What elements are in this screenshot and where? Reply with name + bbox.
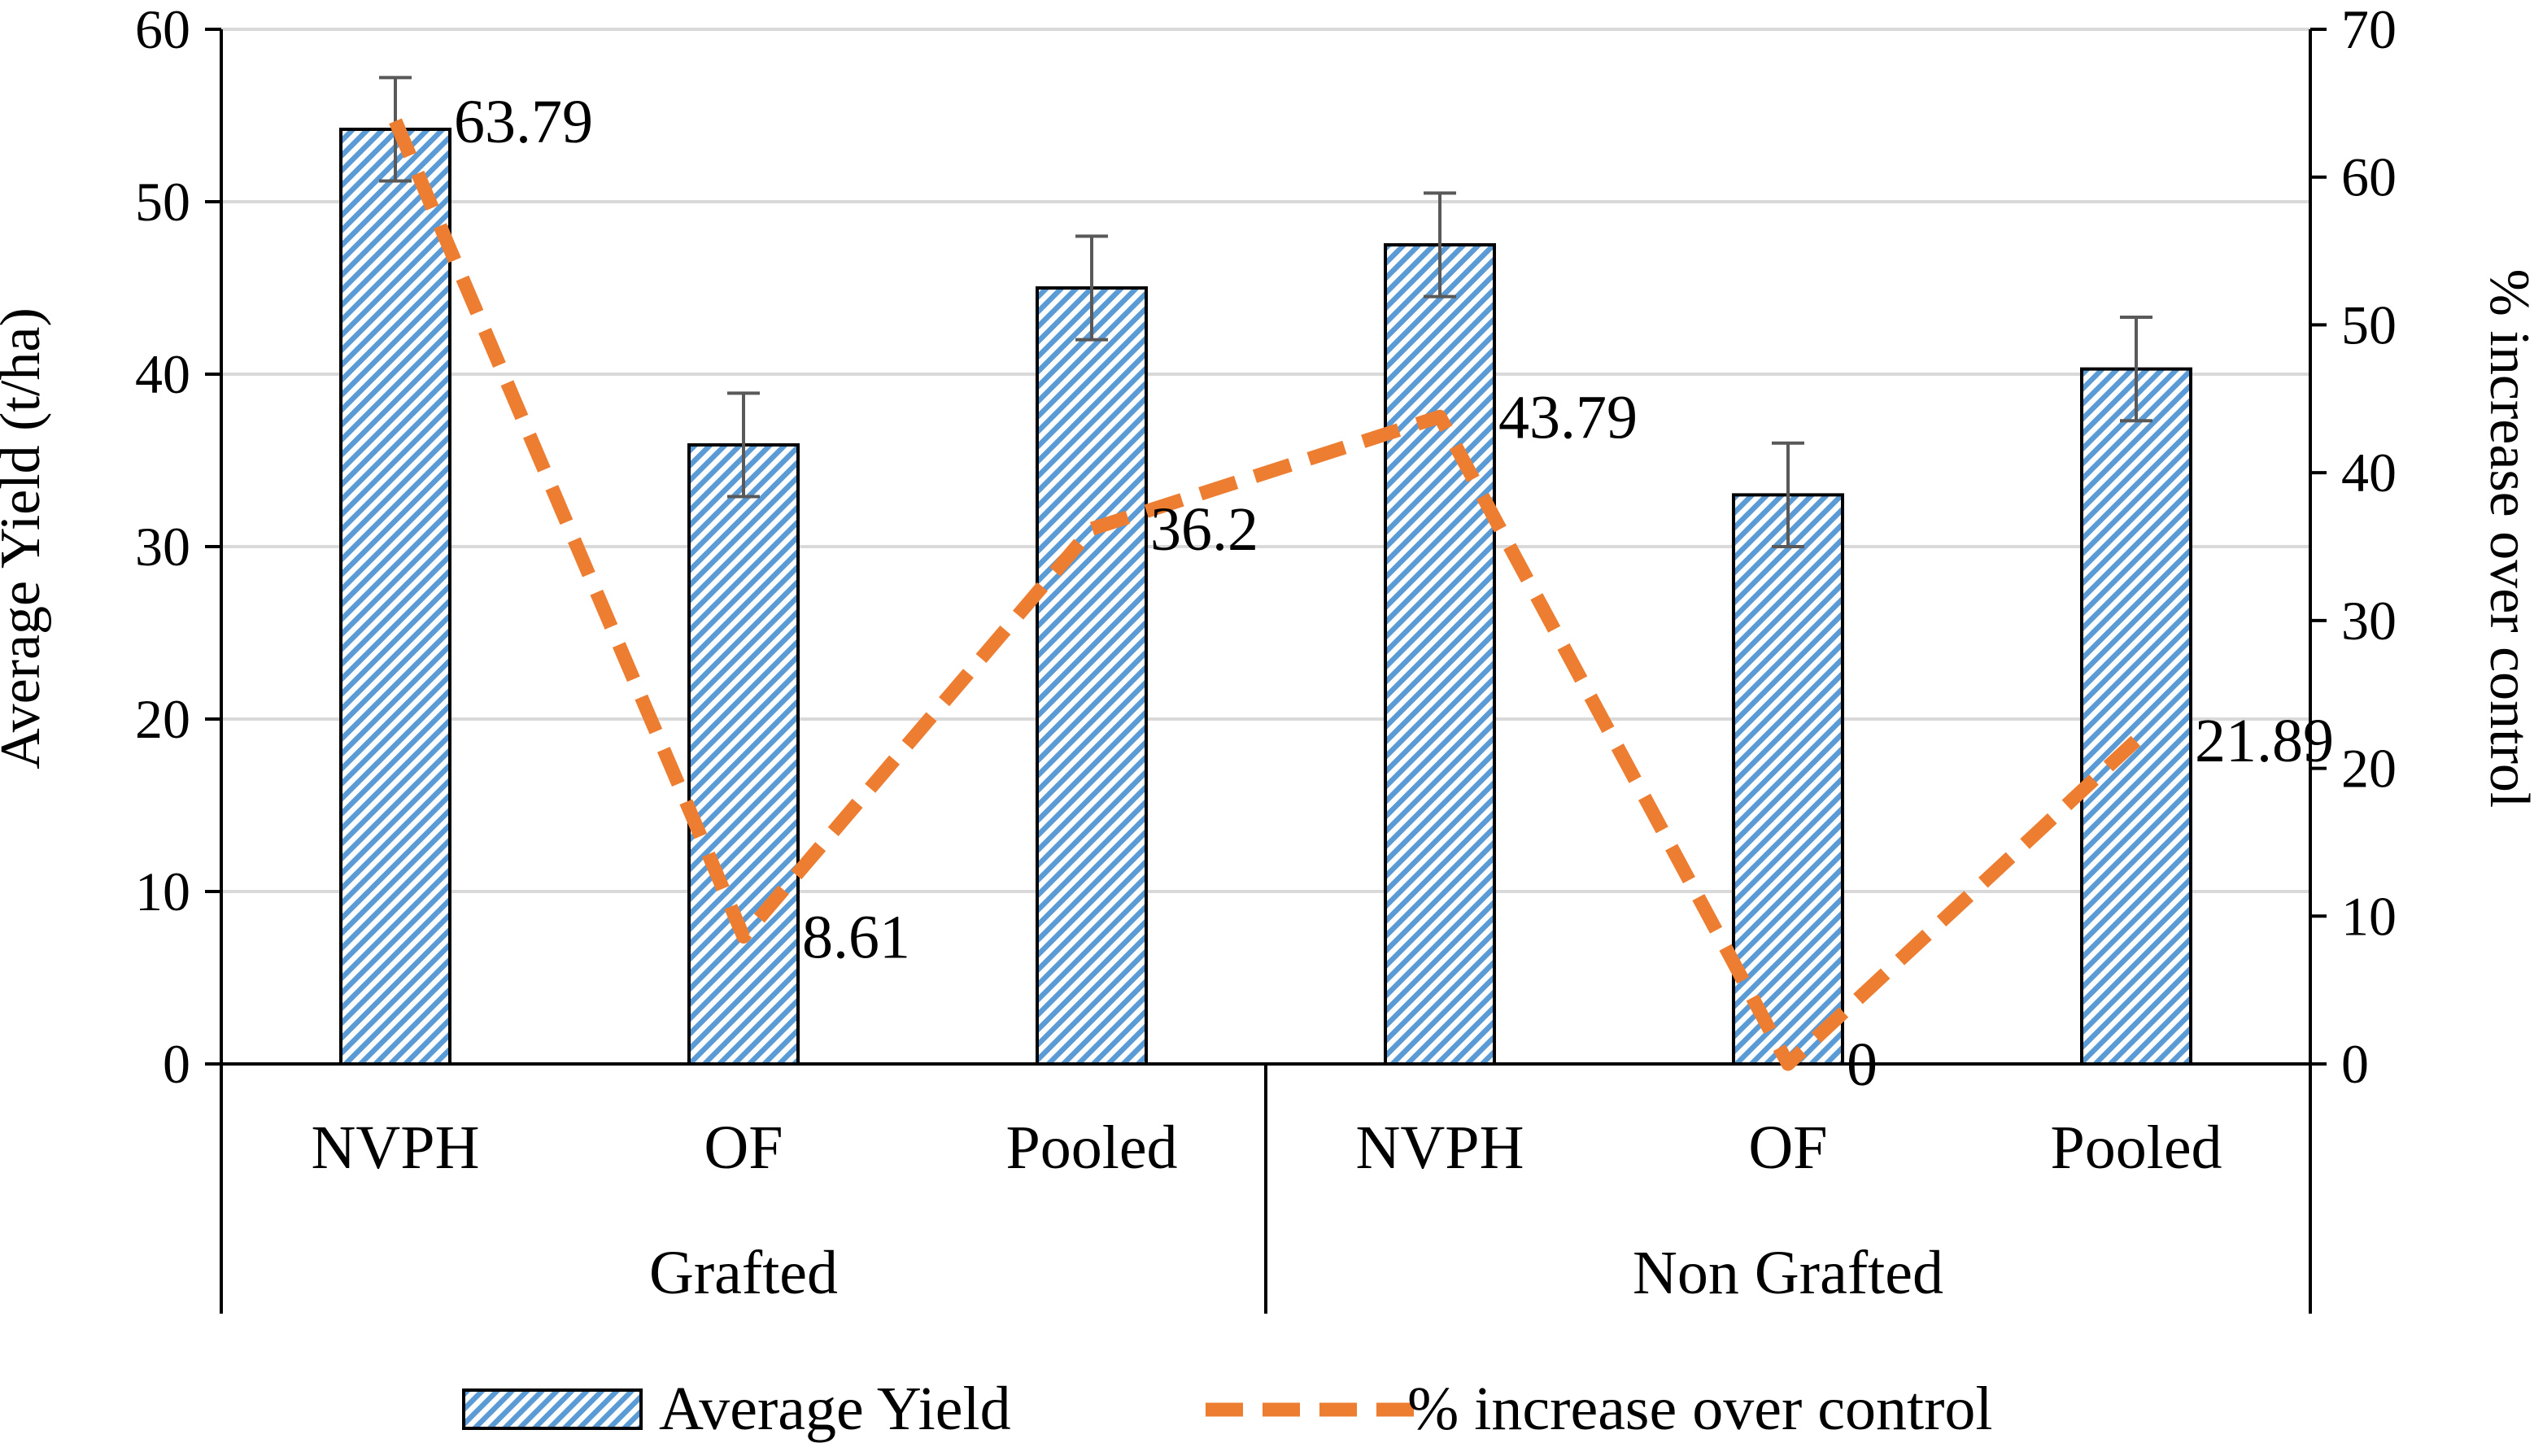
y-right-tick-label: 30	[2341, 590, 2397, 652]
bar-series	[339, 127, 2192, 1066]
y-left-tick-label: 20	[135, 688, 190, 750]
category-label: Pooled	[2050, 1114, 2222, 1182]
y-axis-right-title: % increase over control	[2478, 269, 2534, 809]
y-right-tick-label: 10	[2341, 885, 2397, 947]
y-left-tick-label: 40	[135, 343, 190, 405]
y-axis-left-title: Average Yield (t/ha)	[0, 307, 52, 769]
category-label: NVPH	[1356, 1114, 1524, 1182]
legend-label-average-yield: Average Yield	[659, 1375, 1011, 1443]
y-right-tick-label: 70	[2341, 0, 2397, 60]
bar	[1732, 493, 1844, 1066]
bar	[1036, 286, 1148, 1066]
y-right-tick-label: 0	[2341, 1033, 2369, 1095]
legend-swatch-bar	[462, 1388, 643, 1430]
legend: Average Yield % increase over control	[462, 1375, 1993, 1443]
data-label: 8.61	[802, 904, 910, 972]
error-bar	[727, 391, 760, 499]
category-label: Pooled	[1005, 1114, 1177, 1182]
y-right-tick-label: 40	[2341, 442, 2397, 503]
y-right-tick-label: 50	[2341, 294, 2397, 355]
data-label: 43.79	[1498, 383, 1638, 451]
category-label: OF	[704, 1114, 783, 1182]
bar	[339, 127, 451, 1066]
error-bar	[1424, 191, 1456, 299]
bar	[1384, 243, 1496, 1066]
bar	[687, 442, 800, 1066]
data-label: 0	[1847, 1031, 1878, 1099]
y-right-tick-label: 60	[2341, 146, 2397, 208]
group-label: Non Grafted	[1633, 1239, 1943, 1307]
error-bars	[379, 76, 2152, 548]
data-labels: 63.79 8.61 36.2 43.79 0 21.89	[454, 88, 2334, 1099]
line-percent-increase	[389, 118, 2141, 1071]
error-bar	[1772, 441, 1804, 548]
data-label: 36.2	[1150, 495, 1258, 564]
y-left-tick-label: 30	[135, 516, 190, 578]
data-label: 63.79	[454, 88, 593, 156]
legend-label-percent-increase: % increase over control	[1407, 1375, 1993, 1443]
y-right-tick-label: 20	[2341, 738, 2397, 800]
error-bar	[1075, 234, 1108, 342]
group-label: Grafted	[649, 1239, 838, 1307]
category-axis: NVPH OF Pooled NVPH OF Pooled Grafted Non Graft…	[220, 1064, 2312, 1314]
y-left-tick-label: 50	[135, 171, 190, 233]
y-left-tick-label: 10	[135, 861, 190, 922]
data-label: 21.89	[2195, 707, 2334, 775]
line-series	[389, 118, 2141, 1071]
tick-labels: 0 10 20 30 40 50 60 0 10 20 30 40 50 60 70	[135, 0, 2397, 1095]
y-left-tick-label: 60	[135, 0, 190, 60]
category-label: OF	[1748, 1114, 1827, 1182]
category-label: NVPH	[312, 1114, 480, 1182]
bar	[2080, 367, 2192, 1066]
error-bar	[2120, 316, 2152, 423]
gridlines	[221, 28, 2310, 893]
y-left-tick-label: 0	[163, 1033, 190, 1095]
